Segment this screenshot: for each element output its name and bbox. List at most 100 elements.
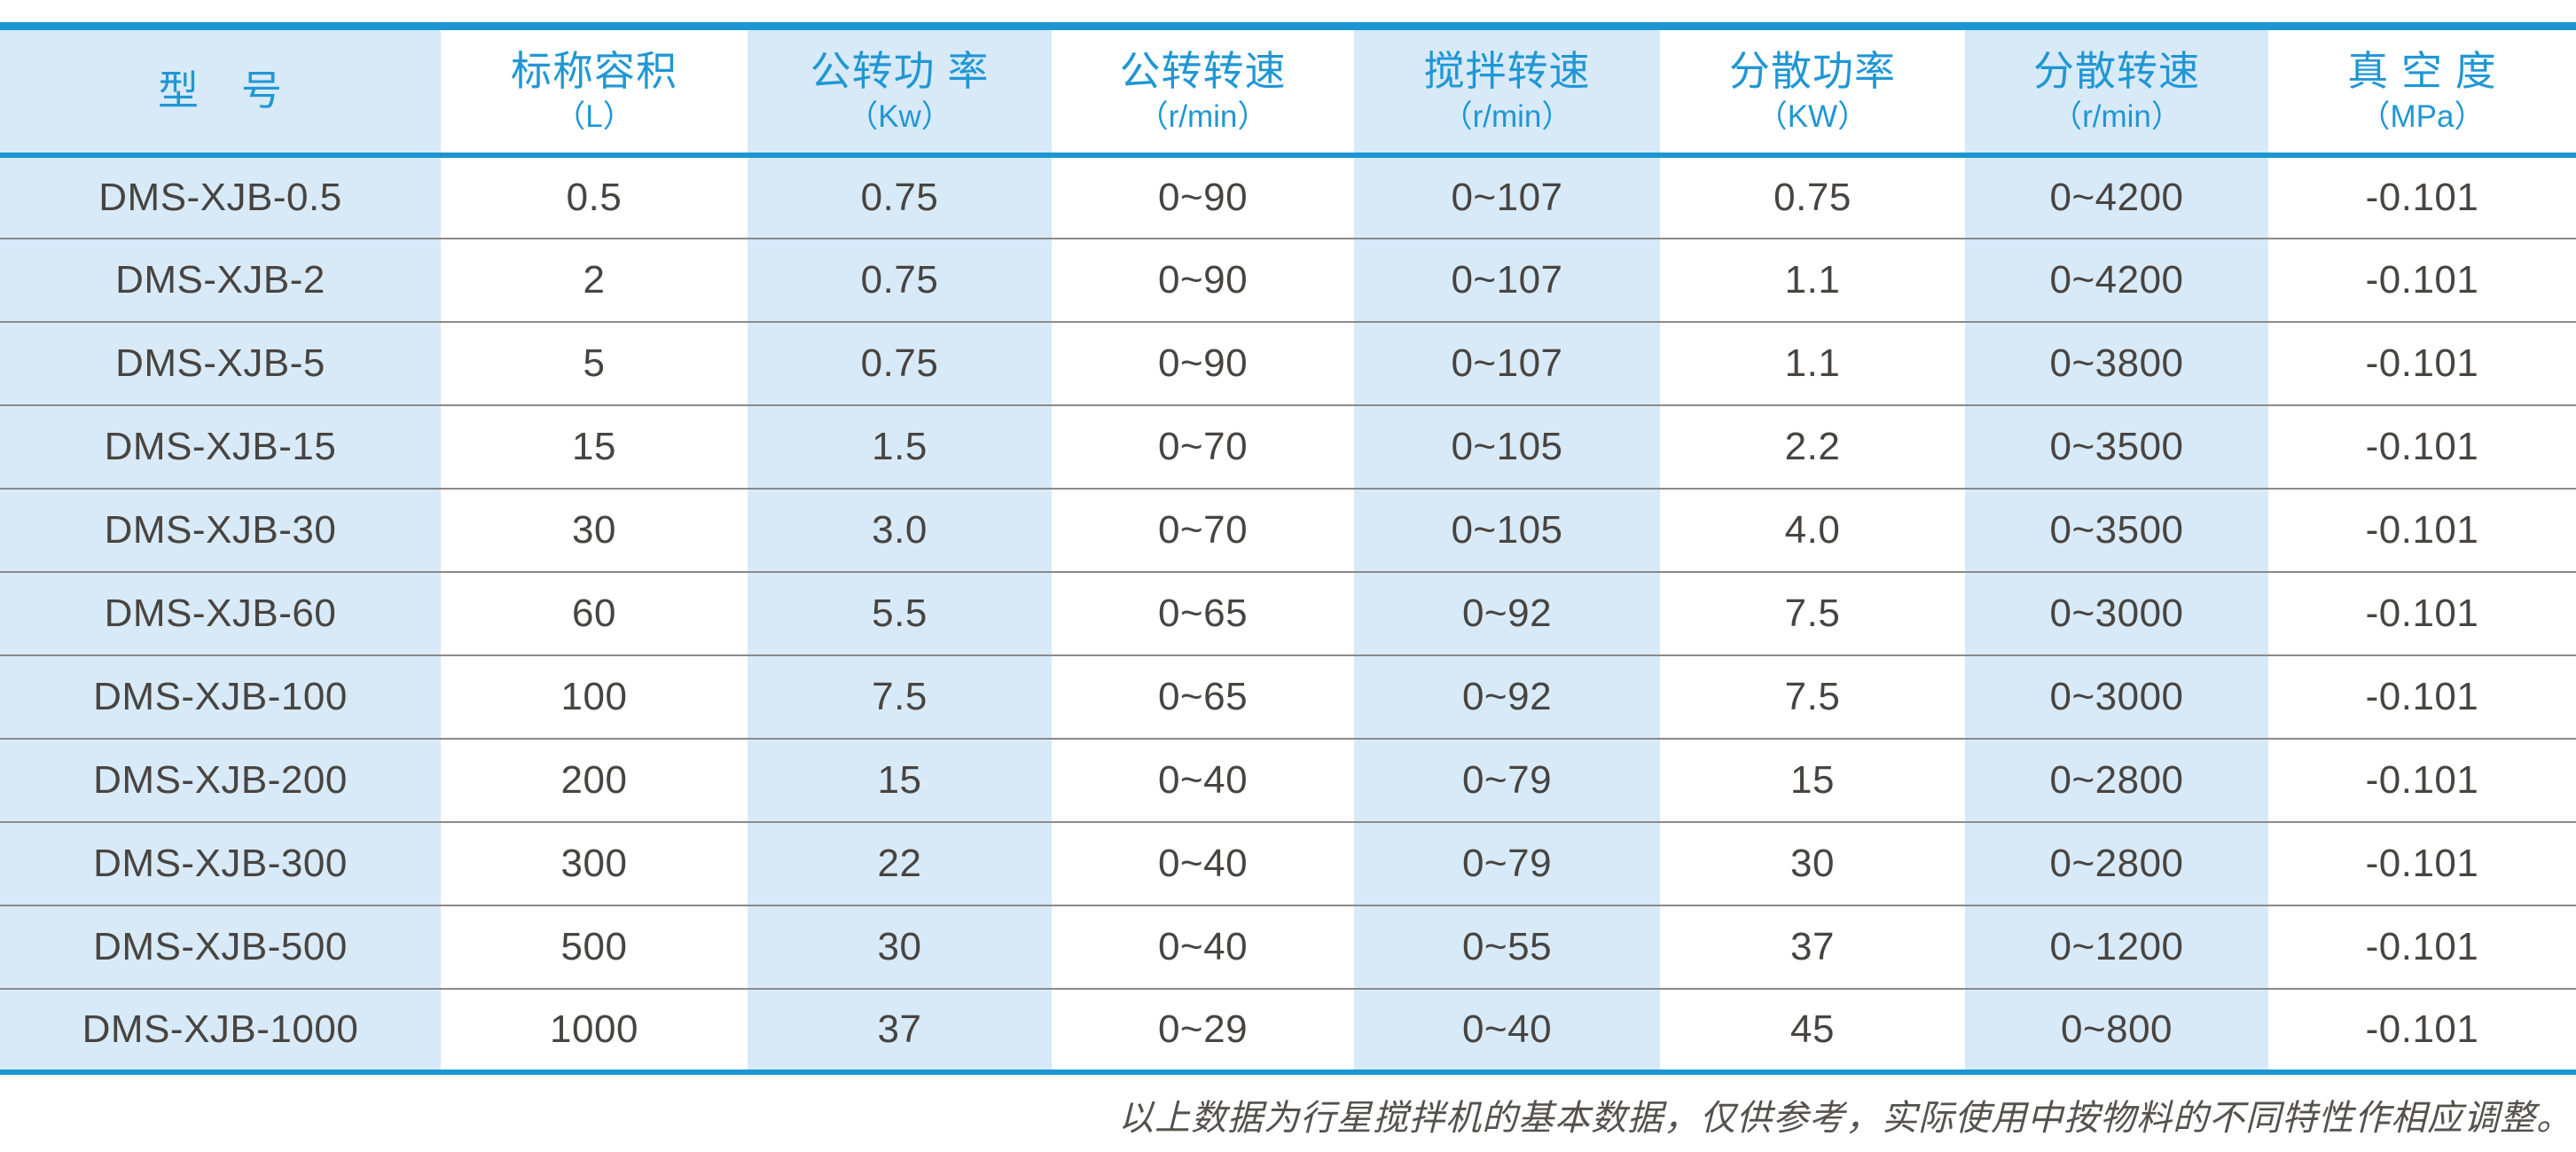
value-cell: -0.101 (2268, 905, 2576, 989)
value-cell: 0~2800 (1965, 821, 2268, 905)
value-cell: 15 (748, 738, 1052, 822)
value-cell: 0~3000 (1965, 571, 2268, 655)
value-cell: 0~70 (1052, 404, 1354, 489)
model-cell: DMS-XJB-300 (0, 821, 441, 905)
table-row: DMS-XJB-60 60 5.5 0~65 0~92 7.5 0~3000 -0.101 (0, 571, 2576, 655)
table-row: DMS-XJB-200 200 15 0~40 0~79 15 0~2800 -0.101 (0, 738, 2576, 822)
value-cell: 0~3500 (1965, 488, 2268, 572)
table-body: DMS-XJB-0.5 0.5 0.75 0~90 0~107 0.75 0~4200 -0.… (0, 154, 2576, 1072)
value-cell: 0~1200 (1965, 905, 2268, 989)
value-cell: 0~70 (1052, 488, 1354, 572)
header-cell-4: 搅拌转速 （r/min） (1354, 26, 1660, 155)
value-cell: -0.101 (2268, 821, 2576, 905)
value-cell: 2.2 (1660, 404, 1965, 489)
model-cell: DMS-XJB-500 (0, 905, 441, 989)
value-cell: 0~65 (1052, 571, 1354, 655)
value-cell: 0.75 (748, 238, 1052, 322)
value-cell: 0~4200 (1965, 154, 2268, 239)
value-cell: 0.75 (1660, 154, 1965, 239)
header-label: 公转功 率 (810, 48, 990, 95)
value-cell: -0.101 (2268, 154, 2576, 239)
model-cell: DMS-XJB-30 (0, 488, 441, 572)
value-cell: 0~40 (1052, 905, 1354, 989)
value-cell: 7.5 (748, 654, 1052, 739)
value-cell: 30 (1660, 821, 1965, 905)
value-cell: 0~79 (1354, 821, 1660, 905)
value-cell: 37 (748, 988, 1052, 1072)
header-cell-3: 公转转速 （r/min） (1052, 26, 1354, 155)
value-cell: 0~4200 (1965, 238, 2268, 322)
value-cell: -0.101 (2268, 488, 2576, 572)
header-unit: （r/min） (1441, 98, 1573, 134)
table-row: DMS-XJB-5 5 0.75 0~90 0~107 1.1 0~3800 -0.101 (0, 321, 2576, 405)
value-cell: 4.0 (1660, 488, 1965, 572)
value-cell: 37 (1660, 905, 1965, 989)
header-unit: （KW） (1756, 98, 1869, 134)
model-cell: DMS-XJB-1000 (0, 988, 441, 1072)
value-cell: 15 (441, 404, 748, 489)
value-cell: 200 (441, 738, 748, 822)
header-label: 搅拌转速 (1423, 48, 1591, 95)
value-cell: 0~40 (1052, 738, 1354, 822)
model-cell: DMS-XJB-2 (0, 238, 441, 322)
planetary-mixer-spec-table: 型 号标称容积 （L） 公转功 率（Kw） 公转转速 （r/min） 搅拌转速 （r/min… (0, 22, 2576, 1075)
value-cell: 0~2800 (1965, 738, 2268, 822)
value-cell: 1.5 (748, 404, 1052, 489)
value-cell: 1000 (441, 988, 748, 1072)
value-cell: 0~90 (1052, 238, 1354, 322)
value-cell: -0.101 (2268, 738, 2576, 822)
value-cell: 500 (441, 905, 748, 989)
header-cell-5: 分散功率 （KW） (1660, 26, 1965, 155)
value-cell: 15 (1660, 738, 1965, 822)
value-cell: 0~65 (1052, 654, 1354, 739)
value-cell: -0.101 (2268, 404, 2576, 489)
header-unit: （r/min） (1137, 98, 1269, 134)
header-label: 公转转速 (1119, 48, 1287, 95)
header-label: 分散功率 (1729, 48, 1896, 95)
value-cell: 0~40 (1354, 988, 1660, 1072)
value-cell: 7.5 (1660, 654, 1965, 739)
header-label: 分散转速 (2033, 48, 2200, 95)
table-row: DMS-XJB-100 100 7.5 0~65 0~92 7.5 0~3000 -0.101 (0, 654, 2576, 739)
value-cell: 0~800 (1965, 988, 2268, 1072)
table-row: DMS-XJB-1000 1000 37 0~29 0~40 45 0~800 -0.101 (0, 988, 2576, 1072)
header-cell-0: 型 号 (0, 26, 441, 155)
value-cell: 5 (441, 321, 748, 405)
model-cell: DMS-XJB-60 (0, 571, 441, 655)
table-row: DMS-XJB-300 300 22 0~40 0~79 30 0~2800 -0.101 (0, 821, 2576, 905)
value-cell: -0.101 (2268, 571, 2576, 655)
header-row: 型 号标称容积 （L） 公转功 率（Kw） 公转转速 （r/min） 搅拌转速 （r/min… (0, 26, 2576, 155)
value-cell: 1.1 (1660, 321, 1965, 405)
header-label: 真 空 度 (2347, 48, 2497, 95)
header-unit: （Kw） (847, 98, 952, 134)
header-cell-1: 标称容积 （L） (441, 26, 748, 155)
header-cell-2: 公转功 率（Kw） (748, 26, 1052, 155)
header-label: 标称容积 (511, 48, 677, 95)
value-cell: 0~92 (1354, 571, 1660, 655)
table-header: 型 号标称容积 （L） 公转功 率（Kw） 公转转速 （r/min） 搅拌转速 （r/min… (0, 26, 2576, 155)
value-cell: -0.101 (2268, 321, 2576, 405)
header-unit: （L） (554, 98, 634, 134)
value-cell: 0.75 (748, 321, 1052, 405)
header-unit: （r/min） (2051, 98, 2182, 134)
value-cell: 0~29 (1052, 988, 1354, 1072)
value-cell: 0~40 (1052, 821, 1354, 905)
table-row: DMS-XJB-30 30 3.0 0~70 0~105 4.0 0~3500 -0.101 (0, 488, 2576, 572)
value-cell: 0~107 (1354, 238, 1660, 322)
model-cell: DMS-XJB-15 (0, 404, 441, 489)
value-cell: 0~105 (1354, 404, 1660, 489)
value-cell: 0~107 (1354, 321, 1660, 405)
header-unit: （MPa） (2359, 98, 2486, 134)
value-cell: 30 (748, 905, 1052, 989)
value-cell: 3.0 (748, 488, 1052, 572)
table-row: DMS-XJB-2 2 0.75 0~90 0~107 1.1 0~4200 -0.101 (0, 238, 2576, 322)
header-cell-7: 真 空 度（MPa） (2268, 26, 2576, 155)
value-cell: -0.101 (2268, 654, 2576, 739)
table-row: DMS-XJB-0.5 0.5 0.75 0~90 0~107 0.75 0~4200 -0.… (0, 154, 2576, 239)
value-cell: 0.75 (748, 154, 1052, 239)
value-cell: 22 (748, 821, 1052, 905)
value-cell: 0~79 (1354, 738, 1660, 822)
footer-note: 以上数据为行星搅拌机的基本数据，仅供参考，实际使用中按物料的不同特性作相应调整。 (1118, 1097, 2572, 1139)
value-cell: 0~3800 (1965, 321, 2268, 405)
